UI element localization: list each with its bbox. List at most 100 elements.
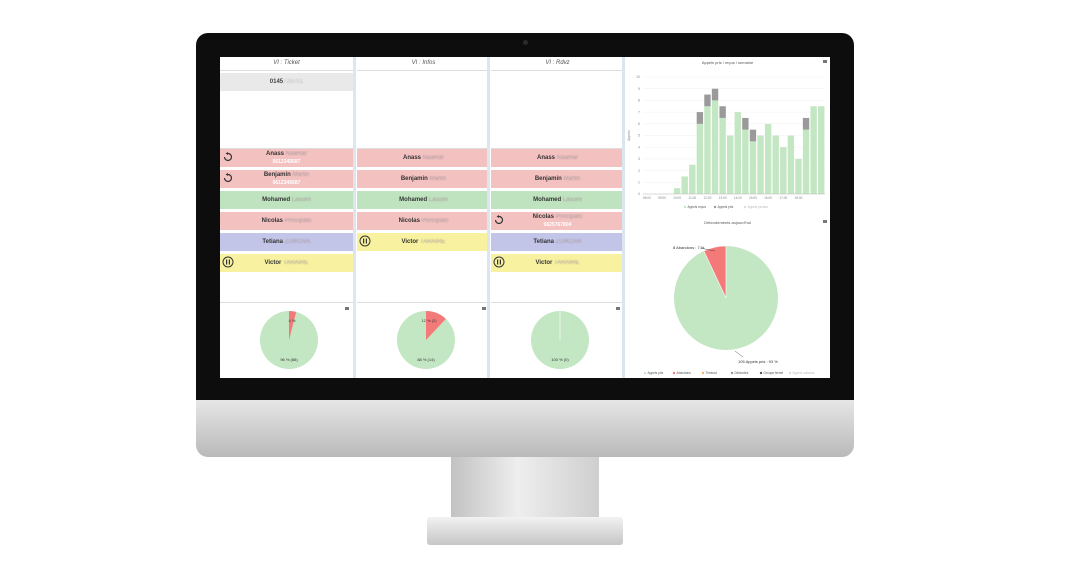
agent-row[interactable]: Anass Naamar	[491, 149, 624, 167]
agent-first-name: Nicolas	[398, 218, 422, 224]
bar-calls-received	[719, 117, 726, 194]
queue-pie-panel: 100 % (0)	[491, 302, 624, 378]
agent-name: Victor TARAIRE	[491, 254, 624, 272]
y-tick-label: 8	[638, 99, 640, 103]
agent-last-name: Martin	[563, 176, 581, 182]
agent-name: Mohamed Lasuini	[357, 191, 490, 209]
agent-row[interactable]: Victor TARAIRE	[357, 233, 490, 251]
x-tick-label: 18:00	[794, 196, 802, 200]
agent-first-name: Victor	[535, 260, 554, 266]
bar-calls-received	[673, 188, 681, 194]
agent-row[interactable]: Tetiana ZUIKOVA	[220, 233, 353, 251]
bar-calls-received	[742, 129, 749, 194]
calls-bar-chart: 0 1 2 3 4 5 6 7 8 9 10 Appels 08:00 09:00 10:00 11:00 12…	[627, 75, 825, 209]
agent-row[interactable]: Anass Naamar	[357, 149, 490, 167]
agent-list: Anass Naamar 0612345687 Benjamin Martin 061…	[220, 149, 353, 275]
bar-calls-received	[787, 135, 795, 194]
x-tick-label: 12:00	[703, 196, 711, 200]
queue-header: VI : Ticket	[220, 57, 353, 71]
agent-name: Nicolas Principato	[357, 212, 490, 230]
callback-icon	[223, 173, 233, 183]
ticket-number-blurred: 728701	[283, 79, 304, 85]
pause-icon	[359, 235, 371, 247]
x-tick-label: 11:00	[688, 196, 696, 200]
agent-last-name: Martin	[292, 172, 310, 178]
pause-icon-bar	[499, 259, 501, 265]
bar-calls-taken	[696, 112, 704, 124]
pie-slice-abandoned	[703, 245, 727, 299]
agent-last-name: Naamar	[285, 151, 308, 157]
agent-first-name: Nicolas	[532, 214, 556, 220]
menu-icon[interactable]	[823, 220, 827, 223]
menu-icon[interactable]	[616, 307, 620, 310]
menu-icon[interactable]	[345, 307, 349, 310]
agent-name: Tetiana ZUIKOVA	[491, 233, 624, 251]
agent-row[interactable]: Nicolas Principato	[357, 212, 490, 230]
agent-last-name: Lasuini	[562, 197, 582, 203]
y-tick-label: 1	[638, 181, 640, 185]
agent-name: Mohamed Lasuini	[491, 191, 624, 209]
x-tick-label: 14:00	[734, 196, 742, 200]
x-tick-label: 13:00	[719, 196, 727, 200]
agent-first-name: Tetiana	[262, 239, 285, 245]
callback-icon-arrow	[225, 173, 228, 176]
agent-row[interactable]: Nicolas Principato 0625767804	[491, 212, 624, 230]
legend-label: Appels pris	[718, 205, 734, 209]
y-tick-label: 10	[636, 75, 640, 79]
agent-last-name: TARAIRE	[283, 260, 309, 266]
queue-pie-panel: 96 % (88) 4 %	[220, 302, 353, 378]
agent-row[interactable]: Tetiana ZUIKOVA	[491, 233, 624, 251]
pie-major-label: 100 % (0)	[551, 357, 569, 362]
agent-name: Nicolas Principato	[220, 212, 353, 230]
agent-row[interactable]: Nicolas Principato	[220, 212, 353, 230]
bar-calls-received	[772, 135, 779, 194]
agent-name: Victor TARAIRE	[357, 233, 490, 251]
agent-row[interactable]: Benjamin Martin	[357, 170, 490, 188]
column-divider	[353, 57, 356, 378]
pause-icon-ring	[359, 235, 371, 247]
agent-row[interactable]: Mohamed Lasuini	[220, 191, 353, 209]
pie-major-label: 88 % (14)	[417, 357, 435, 362]
agent-row[interactable]: Victor TARAIRE	[491, 254, 624, 272]
menu-icon[interactable]	[823, 60, 827, 63]
agent-name: Mohamed Lasuini	[220, 191, 353, 209]
agent-row[interactable]: Benjamin Martin 0612345687	[220, 170, 353, 188]
legend-marker	[683, 205, 687, 209]
agent-last-name: Principato	[284, 218, 312, 224]
agent-row[interactable]: Mohamed Lasuini	[357, 191, 490, 209]
agent-row[interactable]: Mohamed Lasuini	[491, 191, 624, 209]
callback-icon-arc	[494, 215, 504, 225]
menu-icon[interactable]	[482, 307, 486, 310]
bar-calls-received	[802, 129, 810, 194]
agent-last-name: Martin	[429, 176, 447, 182]
ticket-number: 0145728701	[220, 73, 353, 91]
agent-row[interactable]: Benjamin Martin	[491, 170, 624, 188]
agent-name: Nicolas Principato	[491, 213, 624, 221]
y-tick-label: 9	[638, 87, 640, 91]
bar-calls-taken	[719, 106, 726, 118]
bar-calls-received	[749, 141, 757, 194]
label-leader	[734, 350, 744, 358]
agent-last-name: Lasuini	[291, 197, 311, 203]
bar-calls-received	[727, 135, 734, 194]
pause-icon-bar	[363, 238, 365, 244]
bar-calls-received	[780, 147, 787, 194]
agent-name: Anass Naamar	[220, 150, 353, 158]
agent-first-name: Tetiana	[533, 239, 556, 245]
callback-icon-arc	[223, 152, 233, 162]
x-tick-label: 10:00	[673, 196, 681, 200]
agent-first-name: Mohamed	[399, 197, 429, 203]
bar-calls-taken	[742, 117, 749, 130]
agent-last-name: TARAIRE	[420, 239, 446, 245]
bar-calls-received	[810, 106, 817, 194]
agent-row[interactable]: Victor TARAIRE	[220, 254, 353, 272]
agent-first-name: Anass	[265, 151, 286, 157]
x-tick-label: 17:00	[779, 196, 787, 200]
bar-calls-taken	[749, 129, 757, 142]
agent-row[interactable]: Anass Naamar 0612345687	[220, 149, 353, 167]
column-divider	[622, 57, 625, 378]
pause-icon-bar	[497, 259, 499, 265]
pause-icon-bar	[228, 259, 230, 265]
pause-icon-bar	[365, 238, 367, 244]
label-leader	[699, 247, 716, 252]
